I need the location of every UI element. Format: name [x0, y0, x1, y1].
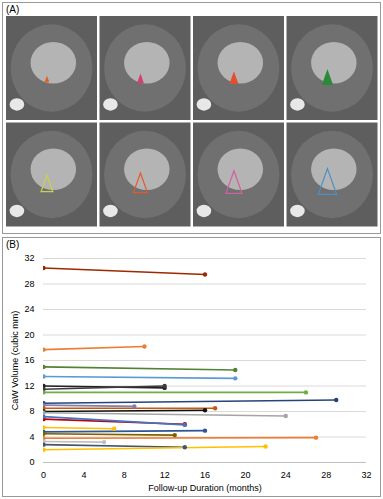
html-text:(B): (B)	[6, 239, 20, 250]
svg-text:12: 12	[160, 470, 170, 480]
svg-text:0: 0	[41, 470, 46, 480]
svg-text:32: 32	[24, 253, 34, 263]
svg-text:0: 0	[29, 457, 34, 467]
svg-text:Follow-up Duration (months): Follow-up Duration (months)	[148, 483, 262, 493]
svg-text:32: 32	[361, 470, 371, 480]
svg-text:24: 24	[281, 470, 291, 480]
svg-text:16: 16	[200, 470, 210, 480]
svg-text:4: 4	[81, 470, 86, 480]
svg-text:28: 28	[24, 279, 34, 289]
svg-text:12: 12	[24, 381, 34, 391]
svg-text:20: 20	[240, 470, 250, 480]
svg-text:24: 24	[24, 304, 34, 314]
svg-text:8: 8	[29, 406, 34, 416]
svg-text:16: 16	[24, 355, 34, 365]
svg-text:4: 4	[29, 432, 34, 442]
svg-text:8: 8	[122, 470, 127, 480]
svg-text:CaW Volume (cubic mm): CaW Volume (cubic mm)	[10, 311, 20, 411]
svg-text:28: 28	[321, 470, 331, 480]
html-text:(A): (A)	[6, 4, 20, 15]
svg-text:20: 20	[24, 330, 34, 340]
